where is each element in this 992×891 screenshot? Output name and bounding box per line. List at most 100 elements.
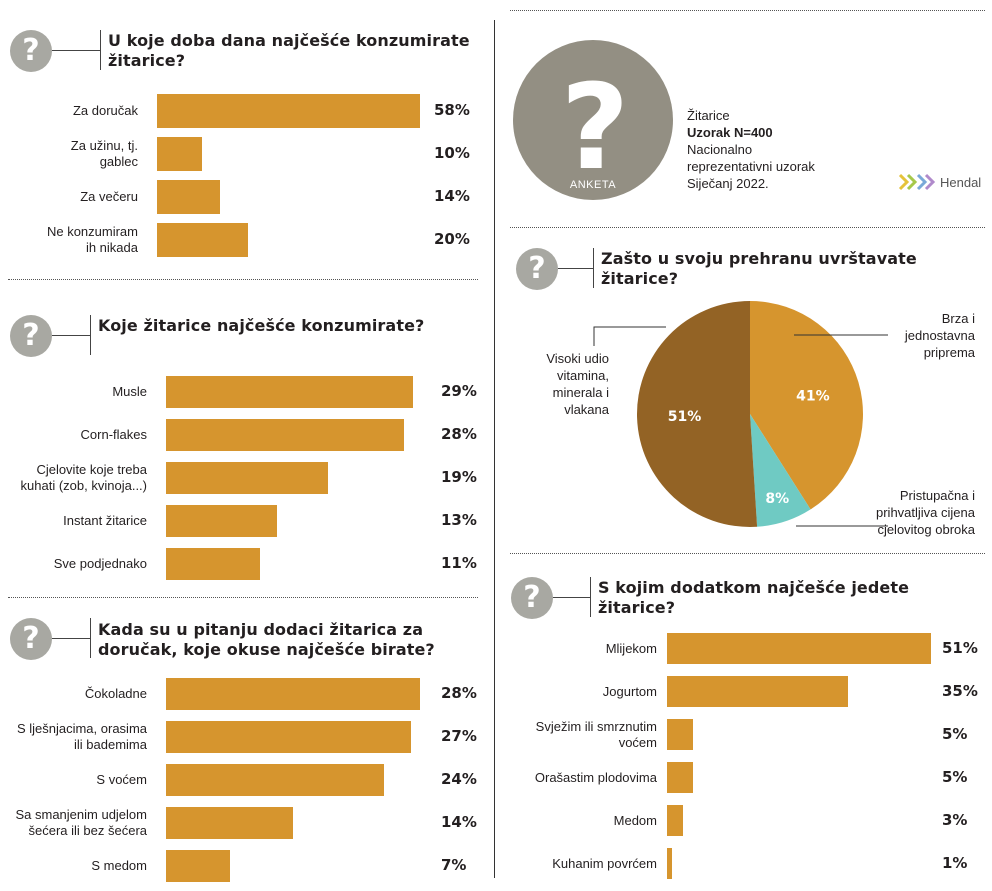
title-connector: [553, 597, 590, 598]
title-connector: [52, 335, 90, 336]
bar: [166, 505, 277, 537]
bar-value-label: 58%: [434, 101, 470, 119]
bar-label-line: Čokoladne: [84, 686, 147, 701]
survey-sample: Uzorak N=400: [687, 125, 773, 140]
survey-topic: Žitarice: [687, 108, 730, 123]
bar-label-line: Corn-flakes: [80, 427, 147, 442]
pie-category-label: Visoki udio vitamina, minerala i vlakana: [516, 350, 609, 418]
bar: [166, 764, 384, 796]
bar: [166, 721, 411, 753]
logo-text: Hendal: [940, 174, 982, 190]
pie-label-line: priprema: [923, 345, 975, 360]
bar-label: S medom: [0, 858, 147, 874]
chart-title: S kojim dodatkom najčešće jedete žitaric…: [598, 578, 910, 617]
bar-label-line: Ne konzumiram: [46, 224, 138, 239]
question-mark-icon: ?: [10, 30, 52, 72]
pie-leader-line: [593, 326, 666, 346]
pie-label-line: minerala i: [552, 385, 609, 400]
bar-value-label: 20%: [434, 230, 470, 248]
bar-label: Za večeru: [0, 189, 138, 205]
bar: [157, 180, 221, 214]
survey-desc-3: Siječanj 2022.: [687, 176, 769, 191]
bar-label-line: S medom: [91, 858, 147, 873]
title-connector-tick: [593, 248, 594, 288]
bar-label: Čokoladne: [0, 686, 147, 702]
bar: [166, 419, 405, 451]
section-divider: [8, 279, 478, 280]
bar-label: Corn-flakes: [0, 427, 147, 443]
bar-value-label: 14%: [441, 813, 477, 831]
bar-value-label: 35%: [942, 681, 978, 700]
question-mark-icon: ?: [10, 618, 52, 660]
bar-value-label: 14%: [434, 187, 470, 205]
bar: [667, 719, 693, 750]
bar-label: S lješnjacima, orasima ili bademima: [0, 721, 147, 753]
bar-label: Kuhanim povrćem: [496, 856, 657, 872]
bar-label: Svježim ili smrznutim voćem: [496, 719, 657, 751]
bar: [667, 762, 693, 793]
bar-value-label: 28%: [441, 425, 477, 443]
bar-value-label: 5%: [942, 767, 968, 786]
survey-info: Žitarice Uzorak N=400 Nacionalno repreze…: [687, 107, 815, 192]
bar-label: Sve podjednako: [0, 556, 147, 572]
bar-value-label: 11%: [441, 554, 477, 572]
title-connector-tick: [90, 315, 91, 355]
bar: [667, 676, 849, 707]
section-divider: [510, 10, 985, 11]
big-question-icon: ? ANKETA: [513, 40, 673, 200]
pie-value-label: 8%: [765, 491, 789, 507]
section-divider: [510, 227, 985, 228]
question-mark-icon: ?: [516, 248, 558, 290]
pie-value-label: 51%: [668, 409, 702, 425]
bar-label-line: Kuhanim povrćem: [552, 855, 657, 871]
bar-label: Ne konzumiram ih nikada: [0, 224, 138, 256]
hendal-logo: Hendal: [898, 172, 981, 192]
pie-chart: 41% 8% 51%: [593, 301, 888, 527]
bar: [667, 805, 683, 836]
bar-label-line: gablec: [99, 154, 138, 169]
chart-title: Koje žitarice najčešće konzumirate?: [98, 316, 425, 335]
hendal-logo-icon: [898, 173, 936, 191]
bar-label: Orašastim plodovima: [496, 770, 657, 786]
bar: [166, 678, 420, 710]
pie-label-line: cjelovitog obroka: [877, 522, 975, 537]
bar-label: S voćem: [0, 772, 147, 788]
bar-value-label: 29%: [441, 382, 477, 400]
bar-label-line: Instant žitarice: [63, 513, 147, 528]
pie-label-line: Brza i: [941, 311, 975, 326]
bar-label-line: S voćem: [96, 772, 147, 787]
title-connector-tick: [590, 577, 591, 617]
bar: [166, 376, 413, 408]
bar-label-line: Orašastim plodovima: [534, 769, 657, 785]
title-connector-tick: [100, 30, 101, 70]
pie-slice-vitamins: [636, 301, 758, 527]
bar-value-label: 24%: [441, 770, 477, 788]
bar-label-line: ili bademima: [74, 737, 147, 752]
pie-slice-quick-prep: [750, 301, 864, 510]
pie-label-line: prihvatljiva cijena: [876, 505, 975, 520]
bar-label-line: S lješnjacima, orasima: [16, 721, 147, 736]
chart-title: U koje doba dana najčešće konzumirate ži…: [108, 31, 470, 70]
bar: [157, 94, 420, 128]
survey-icon-label: ANKETA: [569, 179, 617, 191]
pie-value-label: 41%: [796, 389, 830, 405]
bar-label: Cjelovite koje treba kuhati (zob, kvinoja…: [0, 462, 147, 494]
bar-label-line: Za užinu, tj.: [70, 138, 138, 153]
pie-category-label: Brza i jednostavna priprema: [905, 310, 975, 361]
bar-label-line: Svježim ili smrznutim: [535, 718, 657, 734]
bar-label-line: Za večeru: [80, 189, 138, 204]
bar-label-line: Mlijekom: [605, 640, 657, 656]
title-connector: [52, 50, 100, 51]
bar-label: Za doručak: [0, 103, 138, 119]
title-connector-tick: [90, 618, 91, 658]
chart-title: Kada su u pitanju dodaci žitarica za dor…: [98, 620, 435, 659]
panel-flavours: ? Kada su u pitanju dodaci žitarica za do…: [0, 598, 494, 891]
bar-value-label: 28%: [441, 684, 477, 702]
bar-value-label: 5%: [942, 724, 968, 743]
column-divider: [494, 20, 495, 878]
pie-category-label: Pristupačna i prihvatljiva cijena cjelovit…: [876, 487, 975, 538]
bar: [166, 462, 328, 494]
bar-value-label: 51%: [942, 638, 978, 657]
question-mark-icon: ?: [10, 315, 52, 357]
pie-label-line: jednostavna: [904, 328, 975, 343]
